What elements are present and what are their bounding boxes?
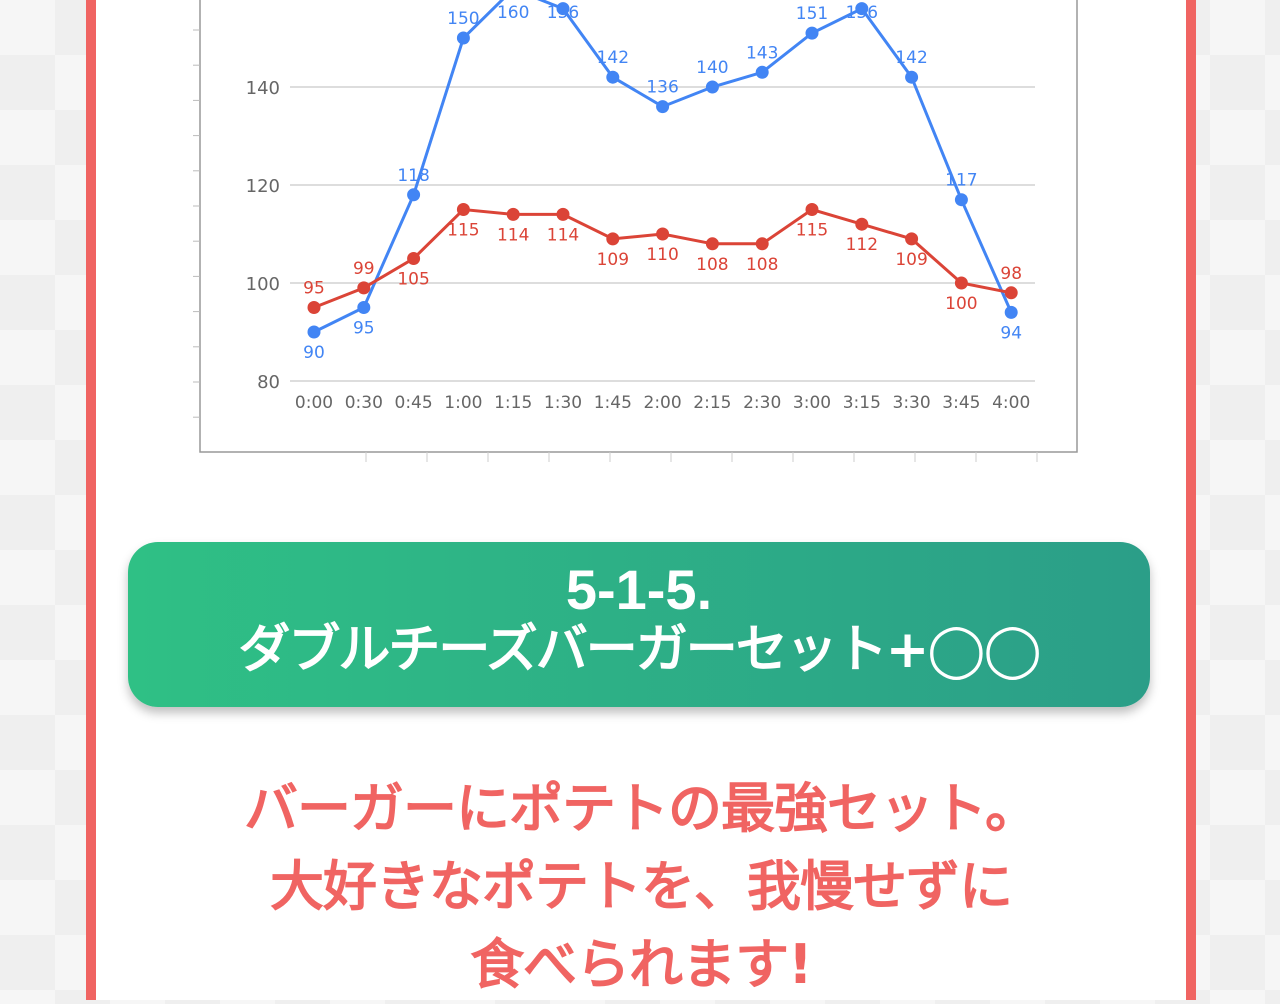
data-point-blue bbox=[855, 2, 869, 16]
data-label-blue: 136 bbox=[646, 78, 678, 98]
data-point-blue bbox=[606, 70, 620, 84]
data-label-blue: 143 bbox=[746, 43, 778, 63]
data-label-blue: 142 bbox=[597, 48, 629, 68]
data-point-blue bbox=[307, 325, 321, 339]
x-tick-label: 2:15 bbox=[693, 393, 731, 413]
data-point-red bbox=[407, 252, 421, 265]
y-tick-label: 120 bbox=[246, 176, 280, 197]
data-label-red: 105 bbox=[397, 270, 429, 290]
data-label-red: 108 bbox=[696, 255, 728, 275]
data-point-red bbox=[656, 227, 670, 241]
x-tick-label: 3:00 bbox=[793, 393, 831, 413]
x-tick-label: 2:30 bbox=[743, 393, 781, 413]
x-tick-label: 1:00 bbox=[444, 393, 482, 413]
data-point-red bbox=[307, 301, 321, 314]
data-point-blue bbox=[456, 31, 470, 45]
section-heading-banner: 5-1-5. ダブルチーズバーガーセット+◯◯ bbox=[128, 542, 1150, 707]
section-number: 5-1-5. bbox=[565, 558, 713, 621]
data-label-red: 98 bbox=[1000, 264, 1022, 284]
x-tick-label: 0:00 bbox=[295, 393, 333, 413]
data-point-red bbox=[954, 276, 968, 290]
chart-frame bbox=[199, 0, 1078, 453]
y-tick-label: 80 bbox=[257, 372, 280, 393]
data-label-blue: 90 bbox=[303, 343, 325, 363]
x-tick-label: 1:45 bbox=[594, 393, 632, 413]
x-tick-label: 4:00 bbox=[992, 393, 1030, 413]
data-point-blue bbox=[805, 26, 819, 40]
data-label-blue: 94 bbox=[1000, 323, 1022, 343]
data-point-blue bbox=[705, 80, 719, 94]
data-label-blue: 150 bbox=[447, 9, 479, 29]
data-label-blue: 151 bbox=[796, 4, 828, 24]
data-label-blue: 95 bbox=[353, 319, 375, 339]
data-label-red: 115 bbox=[447, 221, 479, 241]
data-label-red: 110 bbox=[646, 245, 678, 265]
data-point-blue bbox=[556, 2, 570, 16]
data-label-red: 112 bbox=[846, 235, 878, 255]
data-point-blue bbox=[954, 193, 968, 207]
data-point-red bbox=[606, 232, 620, 246]
data-label-red: 109 bbox=[895, 250, 927, 270]
data-label-blue: 156 bbox=[846, 3, 878, 23]
x-tick-label: 1:15 bbox=[494, 393, 532, 413]
x-tick-label: 3:15 bbox=[843, 393, 881, 413]
x-tick-label: 1:30 bbox=[544, 393, 582, 413]
data-label-blue: 142 bbox=[895, 48, 927, 68]
data-label-red: 99 bbox=[353, 259, 375, 279]
data-label-blue: 117 bbox=[945, 171, 977, 191]
y-tick-label: 140 bbox=[246, 78, 280, 99]
data-label-blue: 160 bbox=[497, 3, 529, 23]
data-point-red bbox=[805, 203, 819, 216]
data-label-red: 100 bbox=[945, 294, 977, 314]
data-point-red bbox=[905, 232, 919, 246]
data-point-red bbox=[357, 281, 371, 295]
data-label-blue: 140 bbox=[696, 58, 728, 78]
data-label-red: 114 bbox=[497, 225, 529, 245]
x-tick-label: 3:45 bbox=[942, 393, 980, 413]
description: バーガーにポテトの最強セット。 大好きなポテトを、我慢せずに 食べられます! bbox=[96, 770, 1186, 1004]
data-label-red: 95 bbox=[303, 279, 325, 299]
data-label-red: 108 bbox=[746, 255, 778, 275]
data-point-blue bbox=[905, 70, 919, 84]
x-tick-label: 3:30 bbox=[893, 393, 931, 413]
y-tick-label: 100 bbox=[246, 274, 280, 295]
data-point-blue bbox=[407, 188, 421, 202]
description-line: 食べられます! bbox=[470, 933, 813, 996]
data-point-blue bbox=[755, 65, 769, 79]
data-point-blue bbox=[357, 301, 371, 314]
data-label-red: 114 bbox=[547, 225, 579, 245]
data-point-red bbox=[456, 203, 470, 216]
data-label-blue: 156 bbox=[547, 3, 579, 23]
data-point-red bbox=[506, 207, 520, 221]
x-tick-label: 0:45 bbox=[395, 393, 433, 413]
content-card bbox=[86, 0, 1196, 1000]
x-tick-label: 0:30 bbox=[345, 393, 383, 413]
data-point-red bbox=[755, 237, 769, 251]
x-tick-label: 2:00 bbox=[644, 393, 682, 413]
data-point-blue bbox=[656, 100, 670, 114]
data-point-blue bbox=[1004, 305, 1018, 319]
data-point-red bbox=[1004, 286, 1018, 300]
data-label-red: 109 bbox=[597, 250, 629, 270]
description-line: 大好きなポテトを、我慢せずに bbox=[270, 855, 1013, 918]
data-point-red bbox=[705, 237, 719, 251]
data-label-blue: 118 bbox=[397, 166, 429, 186]
section-title: ダブルチーズバーガーセット+◯◯ bbox=[238, 620, 1041, 680]
data-label-red: 115 bbox=[796, 221, 828, 241]
data-point-red bbox=[855, 217, 869, 231]
description-line: バーガーにポテトの最強セット。 bbox=[244, 777, 1039, 840]
data-point-red bbox=[556, 207, 570, 221]
